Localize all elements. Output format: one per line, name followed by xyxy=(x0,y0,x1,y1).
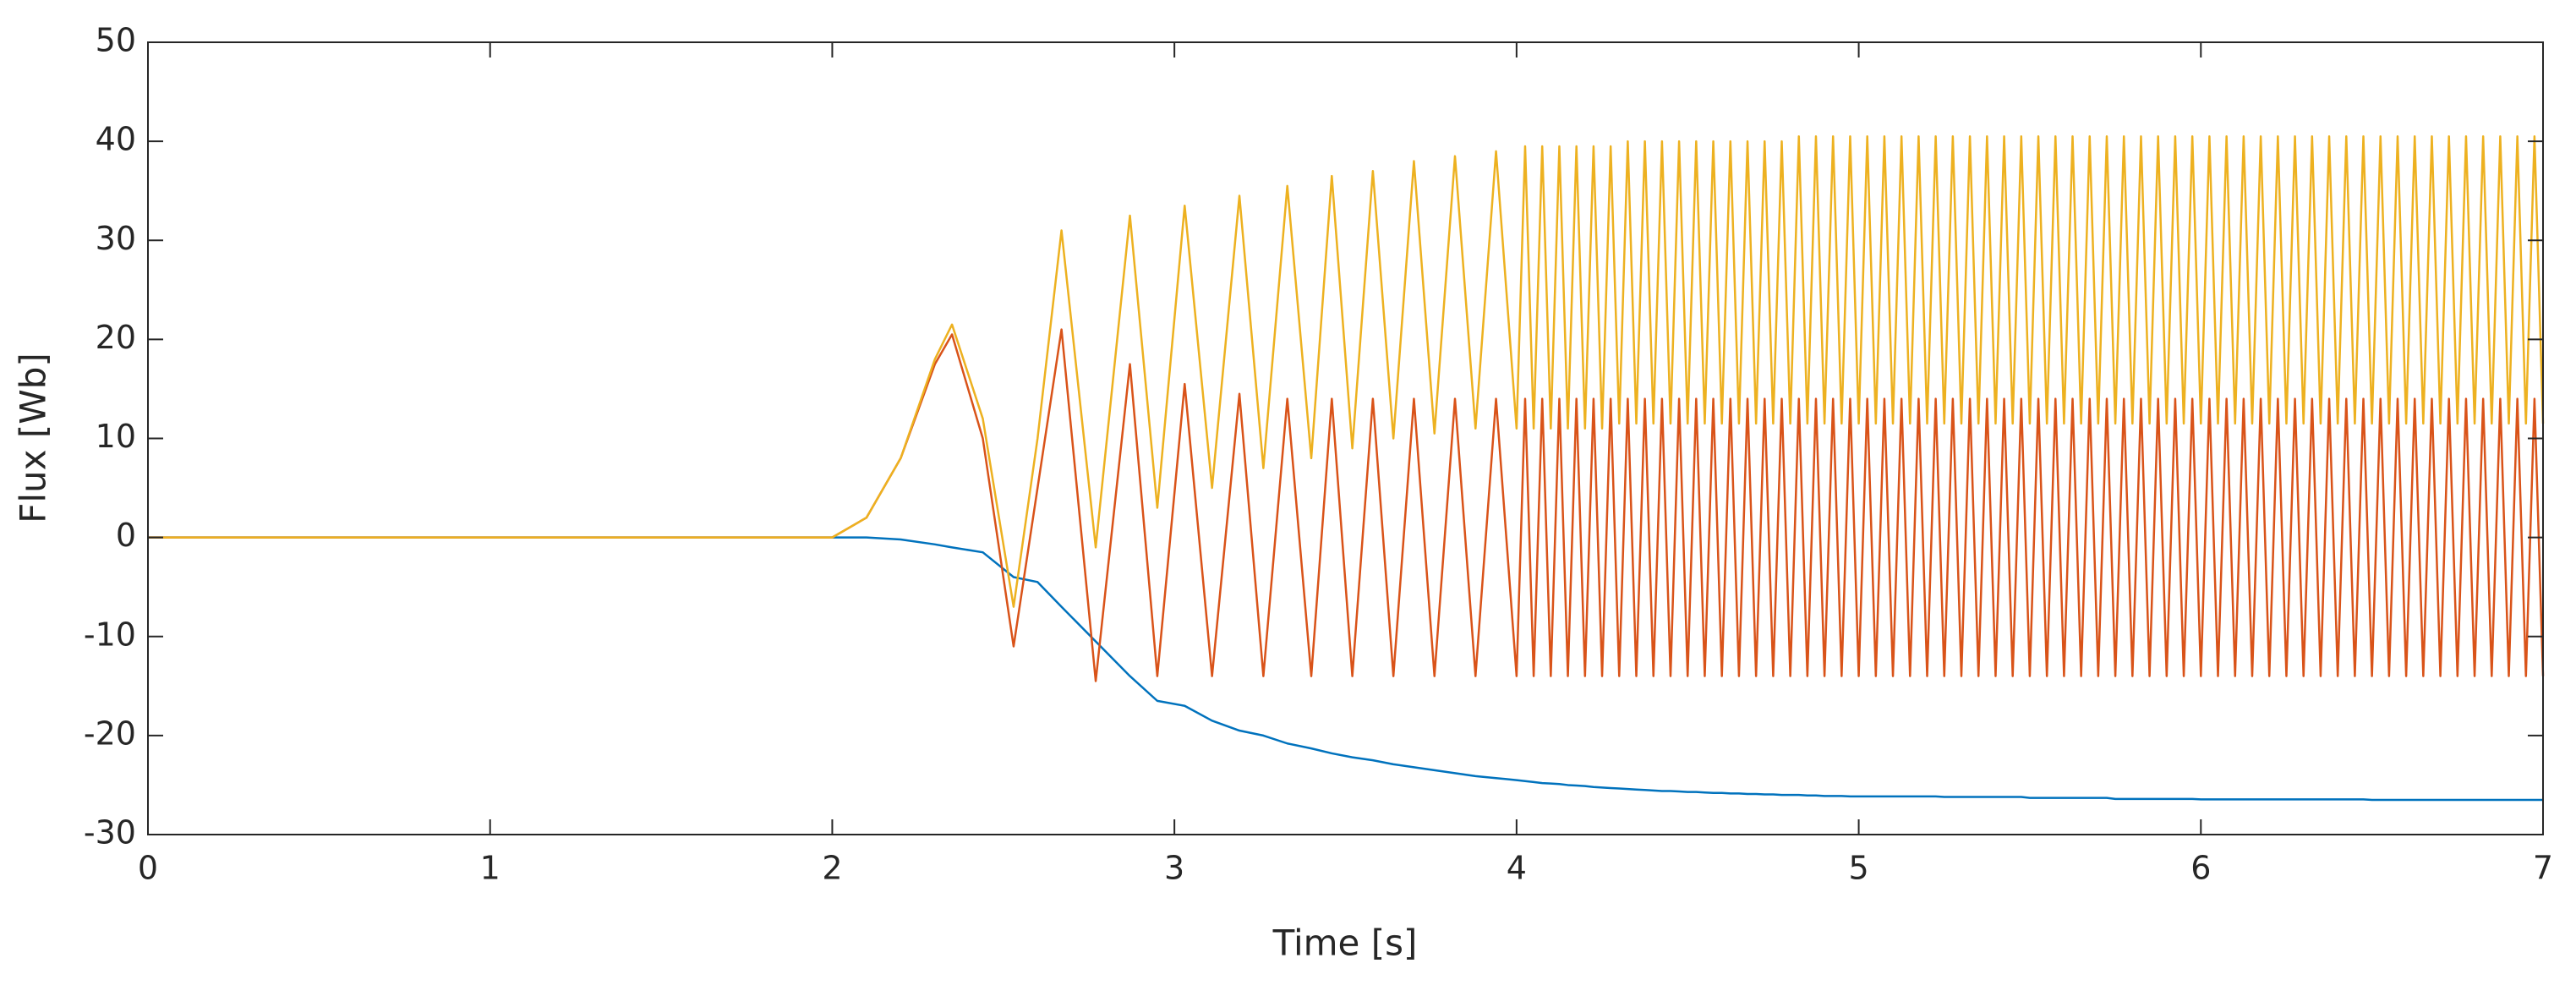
x-tick-label: 5 xyxy=(1848,850,1868,887)
x-axis-title: Time [s] xyxy=(1272,923,1418,964)
y-tick-label: 40 xyxy=(96,121,136,158)
x-tick-label: 1 xyxy=(480,850,500,887)
y-tick-label: 0 xyxy=(116,517,136,554)
axes-box xyxy=(147,41,2544,835)
y-tick-label: 20 xyxy=(96,319,136,356)
y-tick-label: -10 xyxy=(84,616,136,653)
x-tick-label: 7 xyxy=(2533,850,2553,887)
series-line xyxy=(148,135,2545,608)
x-tick-label: 3 xyxy=(1164,850,1184,887)
series-line xyxy=(148,536,2543,802)
plot-area xyxy=(148,42,2543,835)
x-tick-label: 4 xyxy=(1507,850,1527,887)
series-line xyxy=(148,328,2545,682)
y-axis-title: Flux [Wb] xyxy=(13,353,54,523)
y-tick-label: -20 xyxy=(84,715,136,752)
y-tick-label: -30 xyxy=(84,814,136,851)
y-tick-label: 30 xyxy=(96,220,136,257)
x-tick-label: 0 xyxy=(138,850,158,887)
x-tick-label: 2 xyxy=(822,850,842,887)
x-tick-label: 6 xyxy=(2190,850,2211,887)
y-tick-label: 50 xyxy=(96,22,136,59)
y-tick-label: 10 xyxy=(96,418,136,455)
